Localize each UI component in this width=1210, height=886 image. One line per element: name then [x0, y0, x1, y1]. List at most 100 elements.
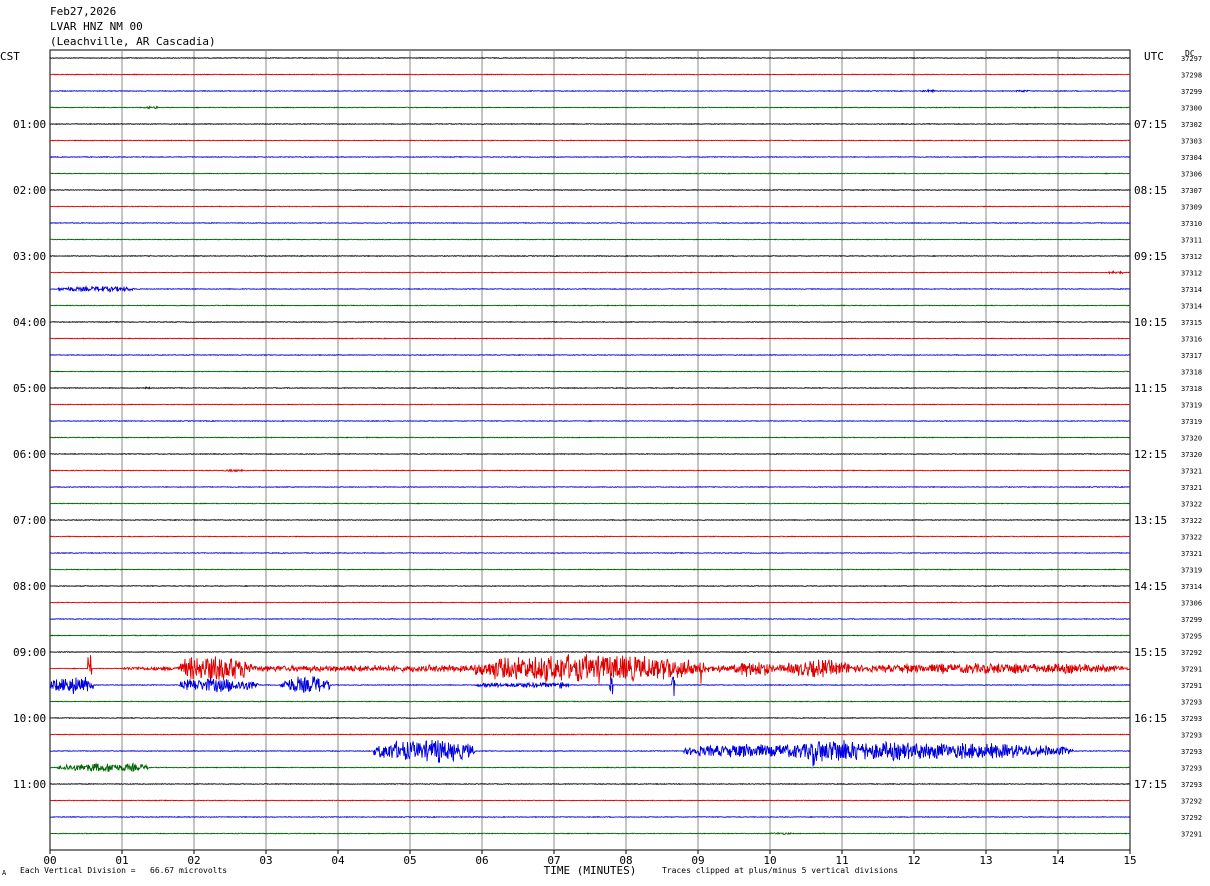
utc-hour-label: 13:15: [1134, 514, 1167, 527]
trace-line: [49, 205, 1131, 208]
dc-offset-label: 37306: [1181, 171, 1202, 179]
dc-offset-label: 37321: [1181, 468, 1202, 476]
trace-line: [49, 551, 1131, 555]
dc-offset-label: 37292: [1181, 814, 1202, 822]
trace-line: [49, 139, 1131, 142]
utc-hour-label: 14:15: [1134, 580, 1167, 593]
dc-offset-label: 37303: [1181, 138, 1202, 146]
x-tick-label: 12: [907, 854, 920, 867]
dc-offset-label: 37321: [1181, 484, 1202, 492]
x-tick-label: 10: [763, 854, 776, 867]
cst-hour-label: 04:00: [13, 316, 46, 329]
trace-line: [50, 502, 1131, 505]
x-axis-title: TIME (MINUTES): [544, 864, 637, 877]
dc-offset-label: 37320: [1181, 435, 1202, 443]
trace-line: [50, 535, 1131, 538]
trace-line: [49, 831, 1131, 836]
cst-hour-label: 02:00: [13, 184, 46, 197]
dc-offset-label: 37322: [1181, 517, 1202, 525]
x-tick-label: 04: [331, 854, 345, 867]
trace-line: [49, 468, 1131, 473]
dc-offset-label: 37314: [1181, 583, 1202, 591]
dc-offset-label: 37300: [1181, 105, 1202, 113]
dc-offset-label: 37291: [1181, 831, 1202, 839]
dc-offset-label: 37293: [1181, 699, 1202, 707]
dc-offset-label: 37295: [1181, 633, 1202, 641]
utc-hour-label: 07:15: [1134, 118, 1167, 131]
x-tick-label: 14: [1051, 854, 1065, 867]
header-location: (Leachville, AR Cascadia): [50, 35, 216, 48]
trace-line: [49, 320, 1131, 324]
x-tick-label: 00: [43, 854, 56, 867]
dc-offset-label: 37312: [1181, 253, 1202, 261]
x-tick-label: 08: [619, 854, 632, 867]
dc-offset-label: 37293: [1181, 781, 1202, 789]
trace-line: [49, 172, 1131, 175]
trace-line: [49, 254, 1131, 258]
trace-line: [49, 56, 1131, 60]
trace-line: [50, 584, 1131, 588]
utc-hour-label: 10:15: [1134, 316, 1167, 329]
dc-offset-label: 37293: [1181, 732, 1202, 740]
trace-line: [49, 650, 1131, 654]
trace-line: [49, 485, 1131, 489]
utc-hour-label: 08:15: [1134, 184, 1167, 197]
trace-line: [49, 815, 1131, 819]
x-tick-label: 07: [547, 854, 560, 867]
dc-offset-label: 37315: [1181, 319, 1202, 327]
trace-line: [49, 799, 1131, 802]
dc-offset-label: 37314: [1181, 303, 1202, 311]
x-tick-label: 03: [259, 854, 272, 867]
dc-offset-label: 37299: [1181, 616, 1202, 624]
dc-offset-label: 37319: [1181, 418, 1202, 426]
footer-clip-note: Traces clipped at plus/minus 5 vertical …: [662, 866, 899, 875]
dc-label: DC: [1185, 49, 1195, 58]
dc-offset-label: 37314: [1181, 286, 1202, 294]
dc-offset-label: 37312: [1181, 270, 1202, 278]
cst-hour-label: 11:00: [13, 778, 46, 791]
dc-offset-label: 37293: [1181, 715, 1202, 723]
cst-hour-label: 01:00: [13, 118, 46, 131]
footer-division-note: Each Vertical Division = 66.67 microvolt…: [20, 866, 228, 875]
dc-offset-label: 37299: [1181, 88, 1202, 96]
dc-offset-label: 37302: [1181, 121, 1202, 129]
dc-offset-label: 37317: [1181, 352, 1202, 360]
x-tick-label: 02: [187, 854, 200, 867]
dc-offset-label: 37320: [1181, 451, 1202, 459]
trace-line: [49, 733, 1131, 736]
trace-line: [49, 436, 1131, 439]
trace-line: [49, 676, 1131, 697]
trace-line: [49, 105, 1131, 110]
plot-frame: [49, 49, 1131, 851]
trace-line: [49, 270, 1131, 275]
dc-offset-label: 37293: [1181, 765, 1202, 773]
trace-line: [49, 452, 1131, 456]
x-tick-label: 05: [403, 854, 416, 867]
trace-line: [49, 782, 1131, 786]
trace-line: [49, 700, 1131, 703]
x-tick-label: 15: [1123, 854, 1136, 867]
x-tick-label: 06: [475, 854, 488, 867]
header-date: Feb27,2026: [50, 5, 117, 18]
utc-hour-label: 09:15: [1134, 250, 1167, 263]
dc-offset-label: 37309: [1181, 204, 1202, 212]
footer-left-mark: A: [2, 869, 7, 877]
utc-hour-label: 17:15: [1134, 778, 1167, 791]
trace-line: [49, 221, 1131, 225]
dc-offset-label: 37319: [1181, 567, 1202, 575]
trace-line: [49, 238, 1131, 241]
header-station: LVAR HNZ NM 00: [50, 20, 143, 33]
dc-offset-label: 37322: [1181, 534, 1202, 542]
trace-line: [49, 716, 1131, 720]
dc-offset-label: 37316: [1181, 336, 1202, 344]
dc-offset-label: 37292: [1181, 649, 1202, 657]
utc-hour-label: 16:15: [1134, 712, 1167, 725]
dc-offset-label: 37293: [1181, 748, 1202, 756]
cst-hour-label: 07:00: [13, 514, 46, 527]
x-tick-label: 01: [115, 854, 128, 867]
dc-offset-label: 37311: [1181, 237, 1202, 245]
trace-line: [49, 601, 1131, 604]
dc-offset-label: 37310: [1181, 220, 1202, 228]
trace-line: [49, 88, 1131, 94]
trace-line: [50, 617, 1131, 621]
